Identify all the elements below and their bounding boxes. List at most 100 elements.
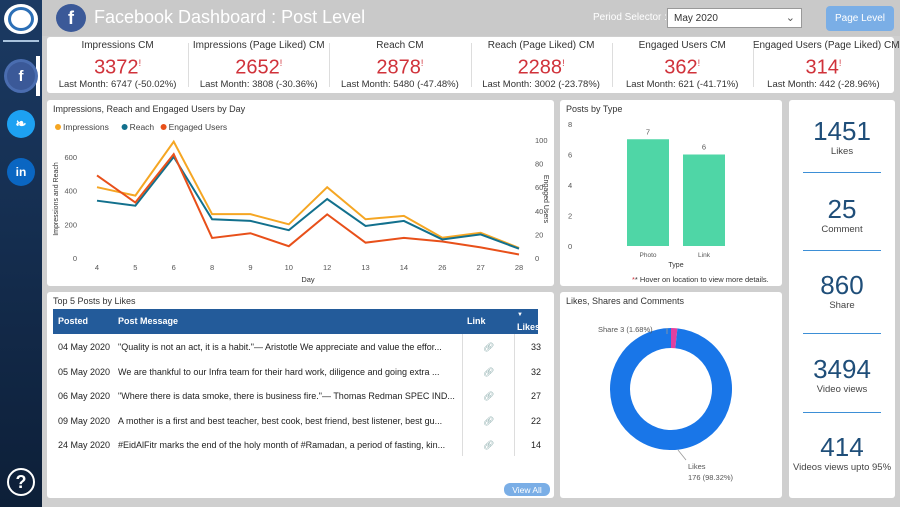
y2-tick-label: 20 (535, 230, 543, 239)
kpi-value: 362! (612, 52, 753, 79)
facebook-icon[interactable]: f (7, 62, 35, 90)
table-row[interactable]: 05 May 2020 We are thankful to our Infra … (53, 359, 541, 383)
bar-chart-title: Posts by Type (566, 104, 623, 114)
period-selector-label: Period Selector : (593, 12, 667, 23)
y-tick-label: 4 (568, 181, 572, 190)
legend-label[interactable]: Engaged Users (169, 122, 228, 132)
twitter-icon[interactable]: ❧ (7, 110, 35, 138)
help-icon[interactable]: ? (7, 468, 35, 496)
posted-date: 24 May 2020 (58, 440, 111, 450)
share-data-label: Share 3 (1.68%) (598, 325, 653, 334)
kpi-card: Engaged Users CM 362! Last Month: 621 (-41… (612, 37, 753, 93)
table-row[interactable]: 06 May 2020 "Where there is data smoke, t… (53, 383, 542, 407)
bar-photo[interactable] (627, 139, 669, 246)
col-post-message[interactable]: Post Message (118, 316, 179, 326)
x-tick-label: 14 (400, 263, 408, 272)
stat-divider (803, 250, 881, 251)
likes-count: 33 (531, 342, 542, 352)
chevron-down-icon: ⌄ (785, 12, 795, 24)
linkedin-icon[interactable]: in (7, 158, 35, 186)
bar-link[interactable] (683, 154, 725, 247)
link-icon[interactable]: 🔗︎ (483, 440, 495, 450)
x-tick-label: 13 (361, 263, 369, 272)
table-header: Posted Post Message Link ▼ Likes (53, 309, 541, 334)
link-icon[interactable]: 🔗︎ (483, 366, 495, 377)
post-message: "Where there is data smoke, there is bus… (118, 391, 455, 401)
col-link[interactable]: Link (467, 316, 486, 326)
stat-label: Likes (830, 146, 854, 157)
kpi-divider (329, 43, 331, 87)
y-axis-label: Impressions and Reach (53, 162, 60, 236)
donut-title: Likes, Shares and Comments (566, 296, 685, 306)
col-posted[interactable]: Posted (58, 316, 89, 326)
bar-data-label: 6 (702, 143, 706, 152)
stats-panel: 1451 Likes 25 Comment 860 Share 3494 Video view… (789, 100, 895, 498)
kpi-value-number: 314 (805, 56, 839, 79)
slice-likes[interactable] (610, 328, 732, 450)
stat-card: 25 Comment (789, 194, 895, 235)
kpi-last-month: Last Month: 621 (-41.71%) (625, 78, 739, 90)
stat-value: 860 (820, 270, 864, 300)
post-message: We are thankful to our Infra team for th… (118, 366, 440, 377)
y-tick-label: 200 (64, 220, 77, 229)
link-icon[interactable]: 🔗︎ (483, 342, 495, 352)
x-tick-label: 27 (476, 263, 484, 272)
dashboard-logo-icon[interactable] (4, 4, 38, 34)
period-selector-value: May 2020 (674, 13, 718, 24)
link-icon[interactable]: 🔗︎ (483, 415, 495, 426)
posted-date: 09 May 2020 (58, 415, 111, 426)
period-selector-dropdown[interactable]: May 2020 ⌄ (667, 8, 802, 28)
donut-panel: Likes, Shares and Comments Share 3 (1.68… (560, 292, 782, 498)
posted-date: 06 May 2020 (58, 391, 111, 401)
y2-axis-label: Engaged Users (542, 175, 549, 224)
table-row[interactable]: 24 May 2020 #EidAlFitr marks the end of t… (53, 432, 542, 456)
posted-date: 04 May 2020 (58, 342, 111, 352)
stat-divider (803, 412, 881, 413)
posted-date: 05 May 2020 (58, 366, 111, 377)
kpi-row: Impressions CM 3372! Last Month: 6747 (-50… (47, 37, 900, 93)
x-axis-label: Day (301, 275, 315, 284)
series-line-impressions[interactable] (96, 139, 520, 249)
kpi-value-number: 2652 (235, 56, 280, 79)
kpi-title: Reach (Page Liked) CM (487, 40, 595, 51)
header-bar: f Facebook Dashboard : Post Level Period… (42, 0, 900, 36)
stat-card: 1451 Likes (789, 116, 895, 157)
kpi-card: Impressions CM 3372! Last Month: 6747 (-50… (47, 37, 188, 93)
kpi-last-month: Last Month: 5480 (-47.48%) (341, 78, 459, 90)
likes-count: 27 (531, 391, 542, 401)
series-line-engaged-users[interactable] (96, 152, 520, 256)
post-message: #EidAlFitr marks the end of the holy mon… (118, 440, 446, 450)
link-icon[interactable]: 🔗︎ (483, 391, 495, 401)
facebook-logo-icon: f (56, 4, 86, 32)
kpi-card: Reach (Page Liked) CM 2288! Last Month: 30… (471, 37, 612, 93)
col-likes[interactable]: Likes (517, 322, 541, 332)
line-chart-title: Impressions, Reach and Engaged Users by … (53, 104, 246, 114)
y2-tick-label: 80 (535, 160, 543, 169)
likes-count: 14 (531, 440, 542, 450)
kpi-value: 314! (753, 52, 894, 79)
kpi-divider (470, 43, 472, 87)
x-tick-label: 26 (438, 263, 446, 272)
legend-label[interactable]: Reach (130, 122, 155, 132)
post-message: "Quality is not an act, it is a habit."—… (118, 342, 442, 352)
series-line-reach[interactable] (96, 155, 520, 250)
post-message: A mother is a first and best teacher, be… (118, 415, 443, 426)
legend-marker (121, 124, 128, 130)
legend-marker (55, 124, 61, 130)
nav-divider (3, 40, 39, 42)
table-row[interactable]: 09 May 2020 A mother is a first and best … (53, 408, 541, 432)
stat-card: 3494 Video views (789, 354, 895, 395)
view-all-button[interactable]: View All (504, 483, 550, 496)
y2-tick-label: 60 (535, 183, 543, 192)
likes-data-label: Likes (688, 462, 706, 471)
likes-leader-line (677, 449, 687, 461)
kpi-title: Impressions (Page Liked) CM (192, 40, 325, 51)
left-nav: f ❧ in ? (0, 0, 42, 507)
legend-label[interactable]: Impressions (63, 122, 109, 132)
x-tick-label: 5 (133, 263, 137, 272)
table-row[interactable]: 04 May 2020 "Quality is not an act, it is… (53, 334, 542, 358)
kpi-value-number: 2288 (517, 56, 563, 79)
kpi-title: Engaged Users (Page Liked) CM (752, 40, 900, 51)
page-level-button[interactable]: Page Level (826, 6, 894, 31)
y-tick-label: 400 (64, 187, 77, 196)
